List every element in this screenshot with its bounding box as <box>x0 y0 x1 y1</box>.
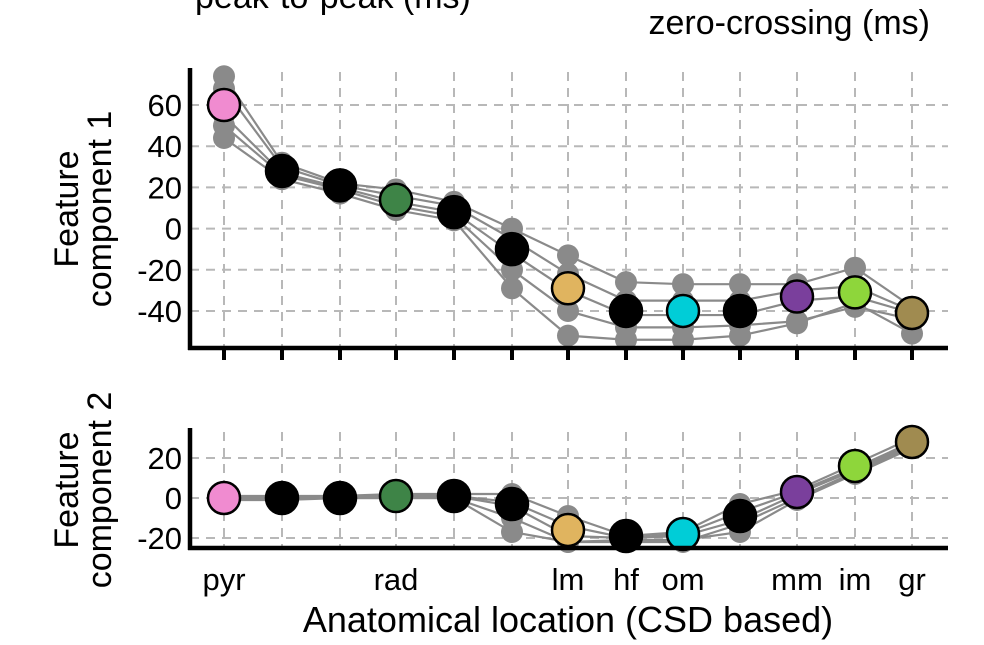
x-axis-label: Anatomical location (CSD based) <box>303 599 833 640</box>
p1-y-tick-label-4: -20 <box>137 253 182 288</box>
p2-y-tick-label-0: 20 <box>148 441 182 476</box>
p1-mean-point-0 <box>206 87 242 123</box>
p2-mean-point-12 <box>894 424 930 460</box>
p1-y-tick-label-5: -40 <box>137 294 182 329</box>
p1-mean-point-7 <box>608 293 644 329</box>
p1-mean-point-10 <box>779 279 815 314</box>
panel-2-ylabel-line1: Feature <box>48 431 86 548</box>
p1-trace-point-0-9 <box>729 273 751 296</box>
x-tick-label-hf: hf <box>613 562 639 597</box>
p2-mean-point-2 <box>322 480 358 516</box>
x-tick-label-mm: mm <box>771 562 823 597</box>
p1-trace-point-4-0 <box>213 127 235 149</box>
p1-mean-point-2 <box>322 168 358 203</box>
x-tick-label-im: im <box>839 562 872 597</box>
p1-trace-point-0-7 <box>615 271 637 294</box>
x-tick-label-rad: rad <box>374 562 419 597</box>
p2-mean-point-1 <box>264 480 300 516</box>
panel-1-y-tick-labels: 60 40 20 0 -20 -40 <box>137 88 182 329</box>
p2-mean-point-8 <box>665 516 701 552</box>
p2-mean-point-3 <box>378 478 414 514</box>
p2-y-tick-label-1: 0 <box>165 481 182 516</box>
p1-trace-point-4-6 <box>557 324 579 347</box>
p1-y-tick-label-1: 40 <box>148 129 182 164</box>
p1-y-tick-label-0: 60 <box>148 88 182 123</box>
panel-2-mean-points <box>206 424 930 554</box>
p2-y-tick-label-2: -20 <box>137 521 182 556</box>
x-tick-label-om: om <box>661 562 704 597</box>
panel-feature-component-1: 60 40 20 0 -20 -40 Feature component 1 <box>48 65 948 360</box>
p2-mean-point-11 <box>837 448 873 484</box>
x-tick-label-pyr: pyr <box>202 562 245 597</box>
p1-trace-point-0-11 <box>844 256 866 279</box>
p1-trace-point-4-7 <box>615 328 637 351</box>
panel-1-mean-points <box>206 87 930 331</box>
panel-2-axes <box>187 428 948 551</box>
p1-trace-point-3-6 <box>557 299 579 322</box>
p2-mean-point-7 <box>608 518 644 554</box>
p1-mean-point-4 <box>436 194 472 230</box>
p1-mean-point-12 <box>894 295 930 331</box>
p2-trace-point-4-5 <box>501 521 523 543</box>
x-tick-label-gr: gr <box>898 562 926 597</box>
p1-trace-point-0-6 <box>557 244 579 267</box>
panel-1-ylabel-line1: Feature <box>48 150 86 267</box>
panel-feature-component-2: 20 0 -20 pyr rad lm hf om mm im gr Feature compon… <box>48 392 948 640</box>
header-labels: peak-to-peak (ms) zero-crossing (ms) <box>195 0 930 42</box>
x-tick-labels: pyr rad lm hf om mm im gr <box>202 562 925 597</box>
p1-trace-point-4-9 <box>729 324 751 347</box>
p1-mean-point-3 <box>378 182 414 218</box>
p1-mean-point-6 <box>550 271 586 306</box>
p2-mean-point-9 <box>722 498 758 534</box>
panel-1-axes <box>187 68 948 360</box>
p1-trace-point-4-5 <box>501 277 523 300</box>
p2-mean-point-4 <box>436 478 472 514</box>
p2-mean-point-6 <box>550 512 586 548</box>
p1-y-tick-label-2: 20 <box>148 170 182 205</box>
p1-trace-point-0-8 <box>672 273 694 296</box>
p1-mean-point-1 <box>264 153 300 189</box>
p1-trace-point-4-10 <box>786 312 808 335</box>
p1-mean-point-5 <box>494 231 530 267</box>
p2-mean-point-5 <box>494 486 530 522</box>
p1-y-tick-label-3: 0 <box>165 212 182 247</box>
p2-mean-point-0 <box>206 480 242 516</box>
p1-mean-point-8 <box>665 293 701 329</box>
p1-mean-point-9 <box>722 293 758 329</box>
p2-mean-point-10 <box>779 474 815 510</box>
top-right-label: zero-crossing (ms) <box>649 4 930 42</box>
p1-trace-point-4-8 <box>672 328 694 351</box>
p1-mean-point-11 <box>837 275 873 310</box>
panel-1-ylabel-line2: component 1 <box>81 111 119 308</box>
top-left-label: peak-to-peak (ms) <box>195 0 471 16</box>
panel-2-ylabel-line2: component 2 <box>81 392 119 589</box>
x-tick-label-lm: lm <box>552 562 585 597</box>
panel-2-y-tick-labels: 20 0 -20 <box>137 441 182 556</box>
